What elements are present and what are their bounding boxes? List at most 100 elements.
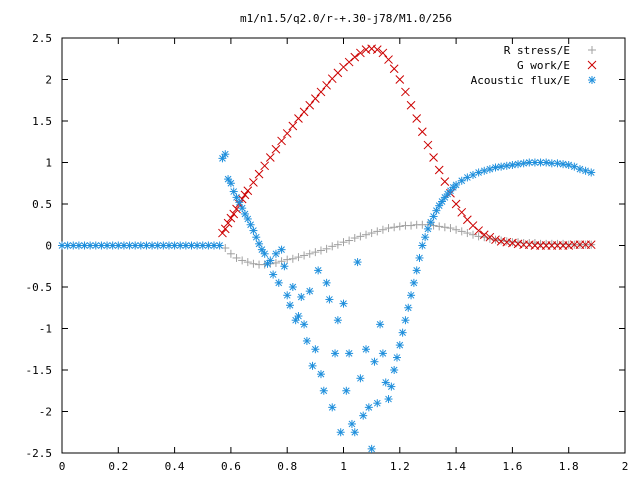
data-point — [333, 316, 342, 325]
data-point — [260, 161, 270, 171]
data-point — [257, 245, 266, 254]
data-point — [252, 233, 261, 242]
data-point — [559, 239, 568, 248]
data-point — [418, 241, 427, 250]
data-point — [249, 259, 258, 268]
data-point — [294, 312, 303, 321]
data-point — [440, 177, 450, 186]
data-point — [345, 236, 354, 245]
data-point — [564, 160, 573, 169]
x-tick-label: 0.2 — [108, 460, 128, 473]
data-point — [246, 220, 255, 229]
data-point — [491, 235, 500, 245]
data-point — [265, 153, 275, 162]
x-tick-label: 2 — [622, 460, 629, 473]
data-point — [389, 64, 399, 74]
data-point — [381, 378, 390, 387]
data-point — [514, 160, 523, 169]
data-point — [283, 255, 292, 264]
data-point — [384, 224, 393, 233]
data-point — [238, 256, 247, 265]
data-point — [243, 258, 252, 267]
legend-label: G work/E — [517, 59, 570, 72]
x-tick-label: 1.6 — [502, 460, 522, 473]
data-point — [282, 129, 292, 138]
data-point — [328, 242, 337, 251]
data-point — [356, 232, 365, 241]
data-point — [286, 301, 295, 310]
data-point — [542, 158, 551, 167]
data-point — [331, 349, 340, 358]
y-tick-label: -1 — [39, 323, 52, 336]
data-point — [91, 241, 100, 250]
data-point — [131, 241, 140, 250]
plot-area — [58, 44, 596, 453]
data-point — [221, 150, 230, 159]
data-point — [294, 253, 303, 262]
data-point — [311, 345, 320, 354]
data-point — [277, 245, 286, 254]
data-point — [373, 399, 382, 408]
data-point — [229, 209, 239, 219]
data-point — [310, 94, 320, 103]
data-point — [370, 357, 379, 366]
data-point — [294, 114, 303, 123]
data-point — [356, 374, 365, 383]
data-point — [350, 428, 359, 437]
axis-ticks: 0 0.2 0.4 0.6 0.8 1 1.2 1.4 1.6 1.8 22.521.510.50-… — [26, 32, 629, 473]
data-point — [519, 159, 528, 168]
data-point — [345, 349, 354, 358]
data-point — [339, 238, 348, 247]
data-point — [395, 222, 404, 231]
data-point — [350, 234, 359, 243]
data-point — [395, 75, 405, 84]
data-point — [314, 266, 323, 275]
data-point — [328, 403, 337, 412]
data-point — [269, 270, 278, 279]
data-point — [415, 253, 424, 262]
data-point — [581, 166, 590, 175]
data-point — [376, 320, 385, 329]
data-point — [440, 223, 449, 232]
data-point — [362, 345, 371, 354]
data-point — [159, 241, 168, 250]
y-tick-label: -1.5 — [26, 364, 53, 377]
data-point — [353, 258, 362, 267]
data-point — [356, 48, 365, 58]
y-tick-label: -0.5 — [26, 281, 53, 294]
data-point — [404, 303, 413, 312]
y-tick-label: 1 — [45, 157, 52, 170]
data-point — [319, 386, 328, 395]
chart-title: m1/n1.5/q2.0/r-+.30-j78/M1.0/256 — [240, 12, 452, 25]
data-point — [311, 248, 320, 257]
legend-label: Acoustic flux/E — [471, 74, 570, 87]
data-point — [367, 229, 376, 238]
data-point — [378, 349, 387, 358]
data-point — [421, 233, 430, 242]
data-point — [274, 278, 283, 287]
x-tick-label: 0.6 — [221, 460, 241, 473]
data-point — [254, 169, 264, 179]
data-point — [283, 291, 292, 300]
data-point — [226, 179, 235, 188]
data-point — [288, 121, 298, 131]
data-point — [271, 249, 280, 258]
data-point — [395, 341, 404, 350]
data-point — [288, 283, 297, 291]
data-point — [198, 241, 207, 250]
data-point — [384, 395, 393, 404]
data-point — [210, 241, 219, 250]
y-tick-label: 1.5 — [32, 115, 52, 128]
data-point — [429, 212, 438, 221]
data-point — [308, 361, 317, 370]
data-point — [297, 292, 306, 301]
data-point — [232, 253, 241, 262]
data-point — [322, 278, 331, 287]
data-point — [457, 227, 466, 236]
data-point — [497, 162, 506, 171]
data-point — [367, 444, 376, 453]
data-point — [359, 411, 368, 420]
data-point — [305, 287, 314, 296]
data-point — [226, 249, 235, 258]
